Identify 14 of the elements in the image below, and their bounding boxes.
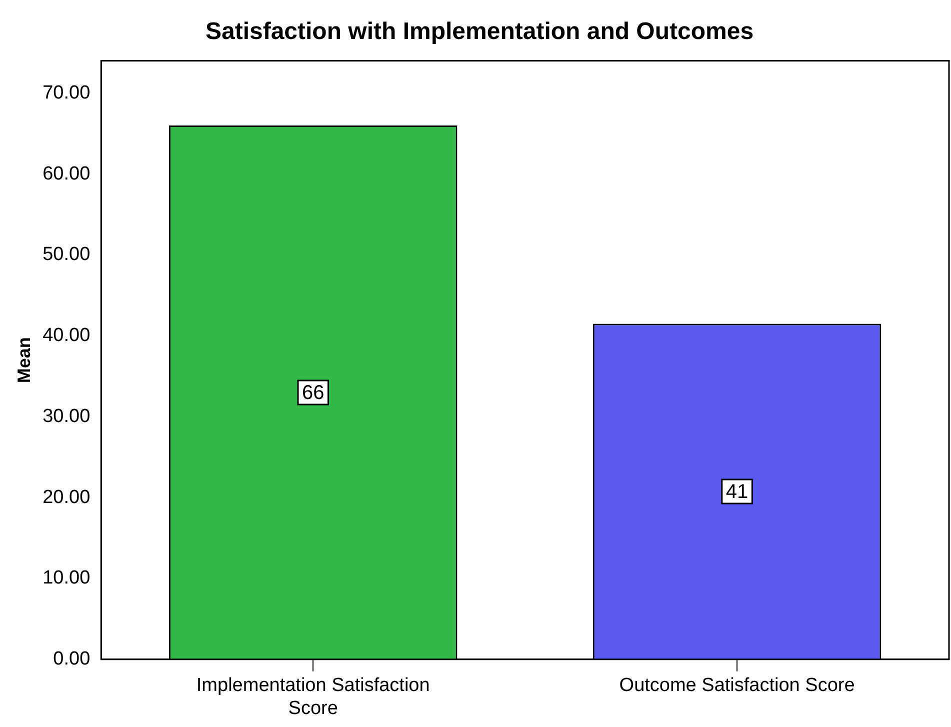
y-tick-label: 60.00: [42, 163, 90, 184]
x-tick-label: Outcome Satisfaction Score: [619, 675, 855, 696]
x-tick-label: Implementation Satisfaction Score: [196, 675, 430, 719]
chart-title: Satisfaction with Implementation and Outcomes: [205, 18, 754, 46]
y-axis-title: Mean: [14, 337, 34, 384]
data-label: 41: [726, 481, 748, 504]
y-tick-label: 70.00: [42, 82, 90, 104]
y-tick-label: 50.00: [42, 244, 90, 266]
y-tick-label: 0.00: [53, 648, 90, 670]
y-tick-label: 20.00: [42, 486, 90, 508]
y-tick-label: 30.00: [42, 406, 90, 427]
y-tick-label: 10.00: [42, 568, 90, 589]
y-tick-label: 40.00: [42, 325, 90, 346]
data-label: 66: [302, 382, 324, 404]
